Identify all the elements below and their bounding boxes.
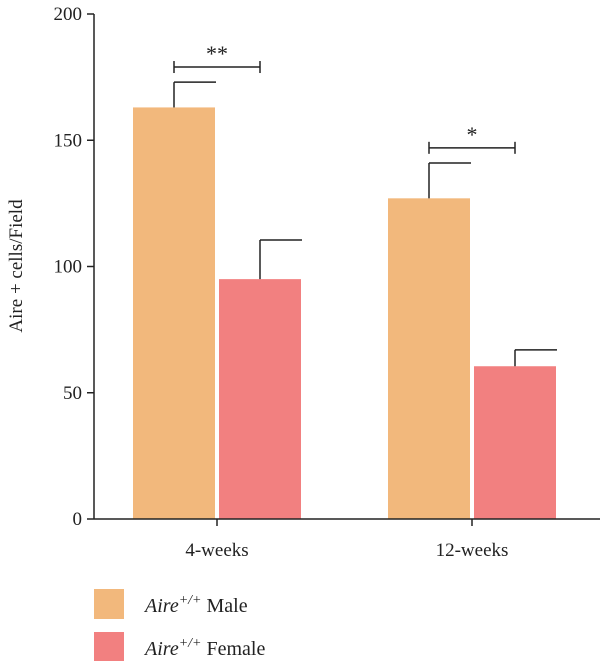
bar [388, 198, 470, 519]
y-tick-label: 100 [54, 257, 83, 278]
y-tick-label: 150 [54, 130, 83, 151]
bar [474, 366, 556, 519]
legend-swatch [94, 589, 124, 619]
chart-marks: *** [133, 41, 557, 519]
chart-legend: Aire+/+ Male Aire+/+ Female [94, 589, 265, 661]
legend-label: Aire+/+ Male [143, 593, 248, 617]
significance-label: * [467, 122, 478, 147]
y-tick-label: 50 [63, 383, 82, 404]
legend-swatch [94, 632, 124, 661]
y-tick-label: 200 [54, 4, 83, 25]
bar [133, 107, 215, 519]
significance-label: ** [206, 41, 228, 66]
x-tick-label: 4-weeks [185, 540, 248, 561]
legend-label: Aire+/+ Female [143, 636, 265, 660]
bar [219, 279, 301, 519]
x-tick-label: 12-weeks [436, 540, 509, 561]
y-axis-label: Aire + cells/Field [6, 199, 27, 333]
y-tick-label: 0 [73, 509, 83, 530]
